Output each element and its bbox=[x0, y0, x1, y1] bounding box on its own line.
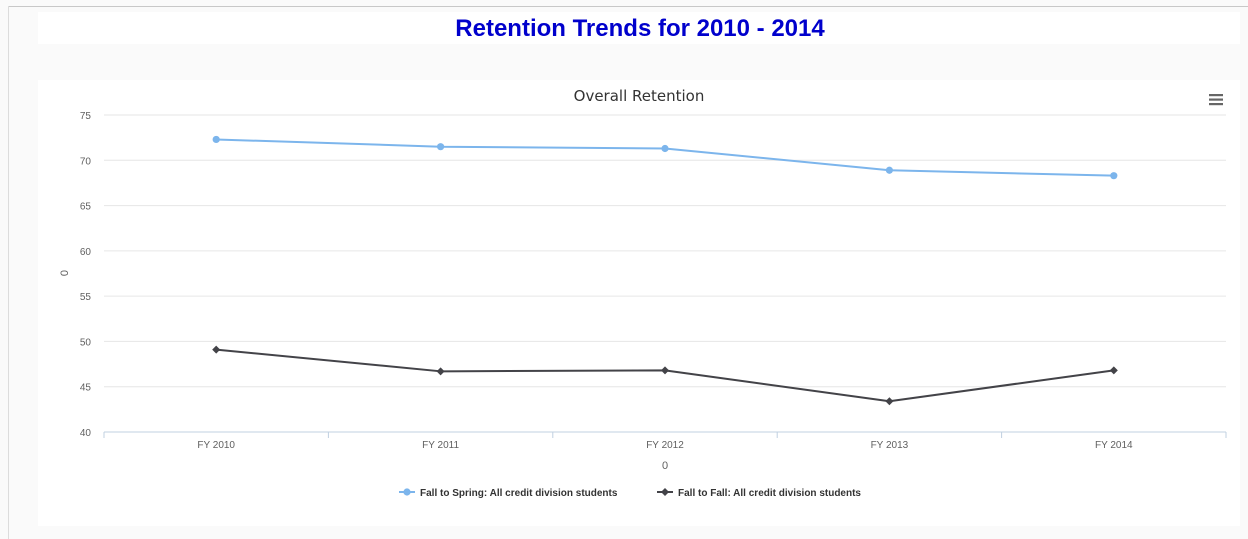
line-chart: FY 2010 FY 2011 FY 2012 FY 2013 FY 2014 40 45… bbox=[59, 87, 1228, 499]
top-divider bbox=[8, 6, 1248, 7]
x-tick-label: FY 2013 bbox=[871, 440, 909, 451]
x-axis-title: 0 bbox=[662, 460, 668, 472]
data-point bbox=[885, 397, 894, 406]
series-2 bbox=[212, 345, 1118, 406]
data-point bbox=[212, 135, 220, 144]
y-tick-label: 65 bbox=[80, 202, 92, 213]
x-tick-label: FY 2010 bbox=[197, 440, 235, 451]
y-tick-label: 75 bbox=[80, 111, 92, 122]
y-tick-label: 45 bbox=[80, 383, 92, 394]
x-tick-label: FY 2012 bbox=[646, 440, 684, 451]
page-title: Retention Trends for 2010 - 2014 bbox=[455, 15, 825, 42]
hamburger-menu-icon bbox=[1209, 94, 1223, 106]
data-point bbox=[436, 367, 445, 376]
data-point bbox=[1110, 172, 1118, 180]
legend-marker bbox=[661, 488, 669, 496]
series-line bbox=[216, 348, 1114, 403]
series-1 bbox=[212, 135, 1118, 180]
chart-container: FY 2010 FY 2011 FY 2012 FY 2013 FY 2014 40 45… bbox=[38, 80, 1240, 526]
x-tick-label: FY 2011 bbox=[422, 440, 459, 451]
data-point bbox=[885, 166, 894, 174]
data-point bbox=[1109, 366, 1118, 375]
chart-menu-button[interactable] bbox=[1204, 89, 1228, 109]
legend-label: Fall to Fall: All credit division studen… bbox=[678, 488, 861, 499]
legend-item-2[interactable]: Fall to Fall: All credit division studen… bbox=[657, 488, 861, 499]
y-tick-label: 50 bbox=[80, 337, 92, 348]
y-tick-label: 60 bbox=[80, 247, 92, 258]
x-tick-label: FY 2014 bbox=[1095, 440, 1133, 451]
y-tick-label: 55 bbox=[80, 292, 92, 303]
y-tick-label: 70 bbox=[80, 156, 92, 167]
y-axis-title: 0 bbox=[59, 270, 71, 276]
left-divider bbox=[8, 6, 9, 539]
chart-title: Overall Retention bbox=[574, 87, 705, 105]
title-band bbox=[38, 12, 1240, 44]
legend: Fall to Spring: All credit division stud… bbox=[399, 488, 861, 499]
data-point bbox=[437, 143, 445, 151]
data-point bbox=[661, 366, 669, 375]
y-tick-label: 40 bbox=[80, 428, 92, 439]
x-axis: FY 2010 FY 2011 FY 2012 FY 2013 FY 2014 bbox=[103, 431, 1227, 451]
gridlines bbox=[104, 114, 1226, 388]
series-line bbox=[216, 138, 1114, 177]
legend-label: Fall to Spring: All credit division stud… bbox=[420, 488, 618, 499]
series-layer bbox=[212, 135, 1118, 406]
y-axis: 40 45 50 55 60 65 70 75 bbox=[80, 111, 92, 439]
data-point bbox=[661, 144, 669, 153]
legend-marker bbox=[403, 488, 411, 496]
legend-item-1[interactable]: Fall to Spring: All credit division stud… bbox=[399, 488, 618, 499]
data-point bbox=[212, 345, 221, 354]
